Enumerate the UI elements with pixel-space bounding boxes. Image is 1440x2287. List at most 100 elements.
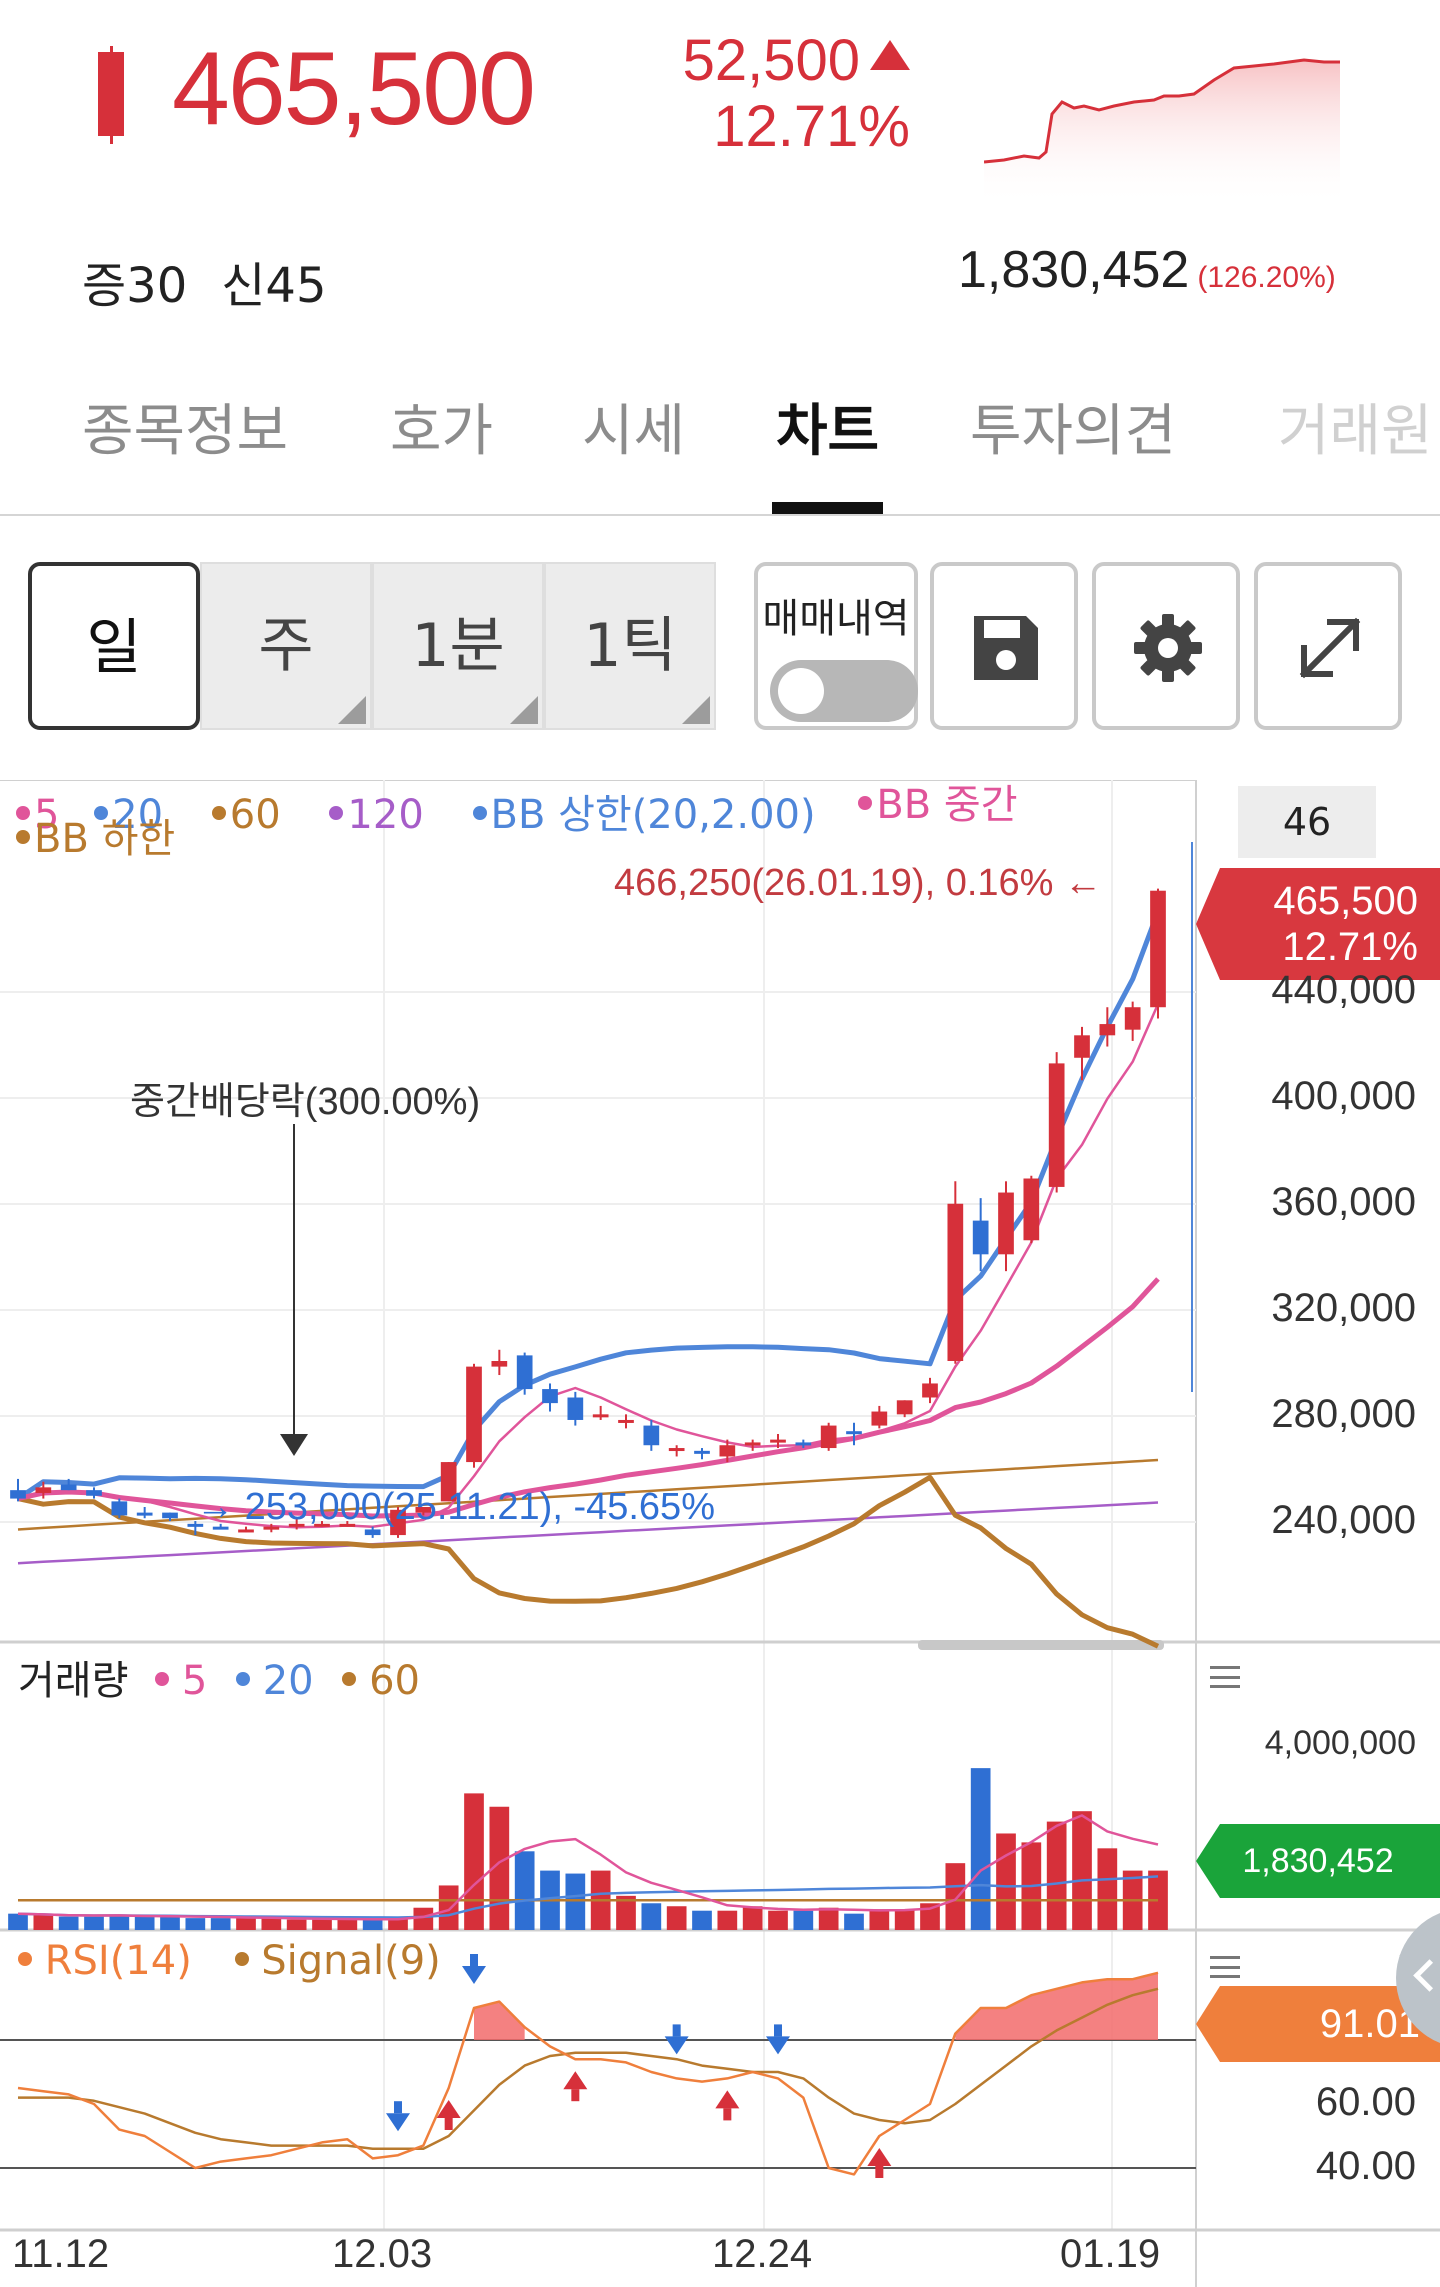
buy-signal-arrow — [723, 2108, 732, 2121]
volume-bar — [8, 1913, 28, 1930]
tab-brokers[interactable]: 거래원 — [1278, 399, 1433, 464]
tab-order-book[interactable]: 호가 — [390, 399, 494, 464]
volume-panel-title: 거래량 5 20 60 — [18, 1658, 420, 1704]
volume-axis-label: 4,000,000 — [1264, 1724, 1416, 1762]
period-selector: 일 주 1분 1틱 — [28, 562, 716, 730]
volume-bar — [58, 1916, 79, 1930]
candle-body — [263, 1526, 280, 1530]
stock-chart-canvas[interactable] — [0, 780, 1440, 2287]
volume-bar — [970, 1768, 991, 1930]
price-axis-label: 400,000 — [1271, 1074, 1416, 1118]
candle-body — [1023, 1178, 1040, 1241]
up-triangle-icon — [870, 40, 910, 70]
volume-bar — [261, 1918, 282, 1930]
buy-signal-arrow — [436, 2100, 461, 2118]
candle-count[interactable]: 46 — [1238, 786, 1376, 858]
chart-area[interactable]: 5 20 60 120 BB 상한(20,2.00) BB 중간 BB 하한 4… — [0, 780, 1440, 2287]
candle-body — [1048, 1063, 1065, 1187]
tab-quotes[interactable]: 시세 — [582, 399, 686, 464]
period-day-button[interactable]: 일 — [28, 562, 200, 730]
period-week-button[interactable]: 주 — [200, 562, 372, 730]
legend-bb-middle: BB 중간 — [858, 782, 1018, 828]
period-minute-label: 1분 — [411, 611, 505, 681]
change-percent: 12.71% — [713, 94, 910, 159]
candle-body — [618, 1419, 634, 1423]
toggle-switch[interactable] — [770, 660, 918, 722]
rsi-menu-icon[interactable] — [1210, 1956, 1240, 1978]
current-price-tag-value: 465,500 — [1273, 879, 1418, 923]
candle-body — [1150, 890, 1166, 1008]
volume-bar — [210, 1918, 231, 1930]
volume-bar — [514, 1851, 535, 1930]
volume-bar — [1097, 1848, 1118, 1930]
candle-body — [922, 1383, 938, 1398]
save-button[interactable] — [930, 562, 1078, 730]
date-axis-label: 12.24 — [712, 2232, 813, 2276]
event-annotation: 중간배당락(300.00%) — [130, 1081, 481, 1123]
credit-rate: 신45 — [221, 258, 327, 314]
volume-bar — [134, 1916, 155, 1930]
rsi-axis-label: 40.00 — [1315, 2144, 1416, 2188]
price-change: 52,500 12.71% — [640, 28, 910, 160]
rsi-overbought-area — [474, 2001, 525, 2040]
volume-bar — [793, 1910, 814, 1930]
tab-stock-info[interactable]: 종목정보 — [82, 399, 289, 464]
volume-bar — [945, 1863, 966, 1930]
candle-body — [60, 1484, 77, 1491]
buy-signal-arrow — [875, 2166, 884, 2178]
tab-chart[interactable]: 차트 — [771, 390, 884, 514]
sell-signal-arrow — [672, 2024, 681, 2037]
expand-button[interactable] — [1254, 562, 1402, 730]
volume-bar — [185, 1918, 206, 1930]
high-annotation: 466,250(26.01.19), 0.16% ← — [614, 862, 1103, 904]
ma120-line — [17, 1501, 1159, 1565]
price-axis-label: 440,000 — [1271, 968, 1416, 1012]
volume-bar — [388, 1918, 408, 1930]
volume-bar — [996, 1833, 1016, 1930]
volume-bar — [362, 1919, 383, 1930]
volume-bar — [616, 1895, 636, 1930]
candle-body — [86, 1490, 102, 1496]
candle-body — [212, 1526, 229, 1530]
dropdown-corner-icon — [682, 696, 710, 724]
change-amount: 52,500 — [682, 28, 860, 93]
legend-ma5: 5 — [16, 792, 59, 838]
candle-body — [288, 1523, 305, 1527]
candle-body — [111, 1501, 128, 1516]
gear-icon — [1134, 614, 1202, 682]
current-price-tag-percent: 12.71% — [1282, 925, 1418, 969]
volume-bar — [438, 1885, 459, 1930]
volume-bar — [286, 1919, 307, 1930]
candle-body — [542, 1389, 558, 1404]
sell-signal-arrow — [774, 2024, 782, 2037]
period-week-label: 주 — [258, 611, 314, 681]
candle-body — [364, 1529, 381, 1536]
buy-signal-arrow — [571, 2089, 580, 2102]
candle-body — [1099, 1024, 1116, 1036]
volume-bar — [717, 1910, 738, 1930]
candle-body — [390, 1509, 406, 1536]
volume-bar — [413, 1907, 434, 1930]
volume-bar — [1046, 1821, 1067, 1930]
ma5-line — [17, 1003, 1160, 1529]
stock-tabs: 종목정보 호가 시세 차트 투자의견 거래원 — [0, 390, 1440, 516]
tab-opinions[interactable]: 투자의견 — [970, 399, 1177, 464]
candle-body — [136, 1512, 153, 1516]
buy-signal-arrow — [867, 2148, 892, 2166]
period-minute-button[interactable]: 1분 — [372, 562, 544, 730]
period-tick-button[interactable]: 1틱 — [544, 562, 716, 730]
candle-body — [1074, 1035, 1090, 1058]
rsi-overbought-area — [955, 1972, 1158, 2040]
volume-bar — [641, 1903, 662, 1930]
low-annotation: → 253,000(25.11.21), -45.65% — [196, 1486, 715, 1528]
trade-history-toggle[interactable]: 매매내역 — [754, 562, 918, 730]
candle-body — [440, 1462, 457, 1502]
price-legend: 5 20 60 120 BB 상한(20,2.00) BB 중간 — [16, 782, 1018, 840]
candle-body — [668, 1448, 685, 1452]
price-axis-label: 360,000 — [1271, 1180, 1416, 1224]
settings-button[interactable] — [1092, 562, 1240, 730]
candle-body — [415, 1507, 432, 1513]
bb-lower-line — [17, 1474, 1160, 1649]
volume-bar — [768, 1910, 788, 1930]
volume-menu-icon[interactable] — [1210, 1666, 1240, 1688]
